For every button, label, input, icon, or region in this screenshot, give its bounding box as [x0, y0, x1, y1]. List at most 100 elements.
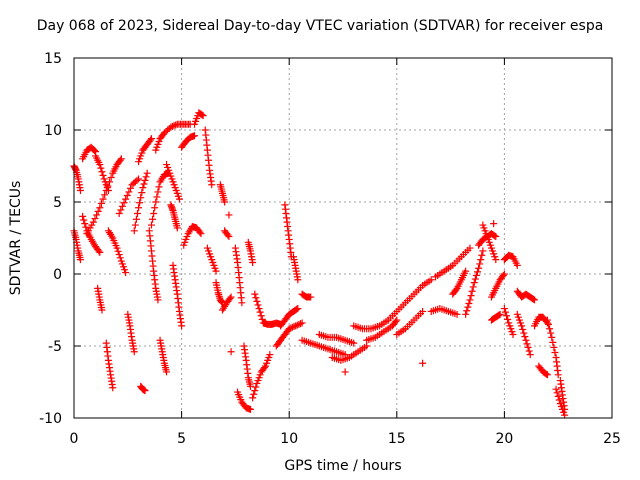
data-point — [427, 276, 435, 284]
data-point — [122, 195, 130, 203]
data-point — [227, 348, 235, 356]
data-point — [526, 351, 534, 359]
data-point — [504, 315, 512, 323]
data-point — [251, 290, 259, 298]
data-point — [260, 364, 268, 372]
data-point — [341, 368, 349, 376]
x-tick-label: 5 — [177, 431, 186, 447]
x-tick-label: 10 — [280, 431, 298, 447]
data-point — [392, 318, 400, 326]
data-point — [178, 322, 186, 330]
data-point — [155, 183, 163, 191]
data-point — [476, 260, 484, 268]
data-point — [251, 387, 259, 395]
data-point — [116, 254, 124, 262]
data-point — [98, 306, 106, 314]
data-point — [547, 329, 555, 337]
x-tick-label: 15 — [388, 431, 406, 447]
data-point — [113, 244, 121, 252]
data-point — [224, 231, 232, 239]
y-tick-label: 10 — [44, 123, 62, 139]
data-point — [296, 320, 304, 328]
data-point — [95, 247, 103, 255]
data-point — [468, 287, 476, 295]
x-tick-label: 0 — [70, 431, 79, 447]
data-point — [298, 319, 306, 327]
data-point — [154, 296, 162, 304]
data-point — [126, 184, 134, 192]
data-point — [491, 232, 499, 240]
data-point — [294, 305, 302, 313]
data-point — [549, 338, 557, 346]
data-point — [350, 339, 358, 347]
data-point — [257, 312, 265, 320]
grid-lines — [74, 58, 612, 418]
data-point — [90, 147, 98, 155]
data-point — [452, 286, 460, 294]
data-point — [117, 155, 125, 163]
x-tick-label: 25 — [603, 431, 621, 447]
data-point — [523, 340, 531, 348]
data-point — [500, 270, 508, 278]
data-point — [140, 180, 148, 188]
data-point — [542, 370, 550, 378]
data-point — [290, 323, 298, 331]
y-tick-label: 0 — [53, 267, 62, 283]
data-point — [546, 325, 554, 333]
data-point — [131, 221, 139, 229]
data-point — [475, 264, 483, 272]
data-point — [167, 123, 175, 131]
data-point — [252, 294, 260, 302]
data-point — [469, 283, 477, 291]
data-point — [253, 297, 261, 305]
axis-ticks: 0 5 10 15 20 25 -10 -5 0 5 10 15 — [39, 51, 621, 447]
data-point — [150, 210, 158, 218]
data-point — [292, 322, 300, 330]
data-point — [149, 215, 157, 223]
data-point — [120, 199, 128, 207]
data-point — [479, 247, 487, 255]
data-point — [258, 315, 266, 323]
data-point — [478, 251, 486, 259]
y-tick-label: 15 — [44, 51, 62, 67]
data-point — [307, 293, 315, 301]
data-point — [462, 267, 470, 275]
data-point — [419, 359, 427, 367]
data-point — [125, 188, 133, 196]
data-point — [135, 175, 143, 183]
data-point — [118, 202, 126, 210]
data-point — [293, 305, 301, 313]
data-point — [91, 215, 99, 223]
data-point — [212, 267, 220, 275]
data-point — [513, 261, 521, 269]
data-point — [116, 156, 124, 164]
data-point — [477, 256, 485, 264]
y-tick-label: 5 — [53, 195, 62, 211]
data-point — [246, 405, 254, 413]
data-point — [543, 316, 551, 324]
plot-frame — [73, 57, 613, 419]
data-point — [154, 188, 162, 196]
data-point — [554, 371, 562, 379]
y-tick-label: -10 — [39, 411, 62, 427]
data-point — [170, 122, 178, 130]
data-point — [152, 198, 160, 206]
data-point — [496, 310, 504, 318]
data-point — [467, 292, 475, 300]
data-point — [115, 210, 123, 218]
data-point — [153, 193, 161, 201]
data-point — [198, 111, 206, 119]
data-point — [173, 224, 181, 232]
data-point — [246, 382, 254, 390]
data-point — [525, 347, 533, 355]
data-point — [393, 316, 401, 324]
data-point — [96, 248, 104, 256]
data-point — [555, 396, 563, 404]
data-point — [522, 336, 530, 344]
data-point — [545, 320, 553, 328]
data-point — [80, 216, 88, 224]
data-point — [519, 325, 527, 333]
data-point — [462, 310, 470, 318]
data-point — [139, 184, 147, 192]
